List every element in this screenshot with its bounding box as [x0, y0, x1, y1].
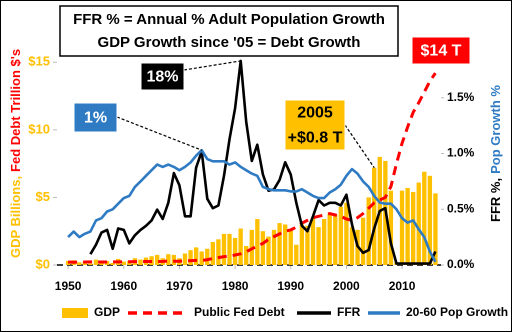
annotation-box	[284, 99, 346, 151]
bar	[232, 237, 238, 265]
bar	[227, 233, 232, 265]
x-tick-label: 1950	[55, 279, 82, 293]
line	[67, 148, 437, 263]
chart-title: FFR % = Annual % Adult Population Growth	[73, 11, 385, 28]
bar	[93, 259, 99, 265]
bar	[366, 197, 371, 265]
bar	[316, 227, 321, 265]
y-axis-title-part: Fed Debt Trillion $'s	[8, 49, 23, 172]
legend-label: 20-60 Pop Growth (%)	[406, 305, 512, 319]
bar	[77, 262, 82, 265]
legend-label: FFR	[337, 305, 361, 319]
y2-axis-title-part: Pop Growth %	[488, 85, 503, 174]
legend-label: Public Fed Debt	[194, 305, 285, 319]
y2-tick-label: 0.5%	[447, 201, 475, 215]
y2-axis-title-part: FFR %,	[488, 178, 503, 222]
bar	[433, 193, 438, 265]
y-tick-label: $10	[28, 121, 50, 136]
y-axis-title: GDP Billions, Fed Debt Trillion $'s	[8, 49, 23, 258]
y-axis-title-part: GDP Billions,	[8, 176, 23, 258]
annotation-text: +$0.8 T	[288, 130, 343, 147]
annotation-box	[140, 62, 185, 91]
bar	[210, 242, 215, 265]
bar	[299, 224, 305, 265]
bar	[416, 182, 421, 265]
bar	[182, 253, 188, 265]
bar	[360, 217, 366, 265]
annotation-box	[73, 102, 118, 133]
bar	[166, 254, 171, 265]
legend-swatch	[62, 308, 88, 318]
x-tick-label: 1990	[277, 279, 304, 293]
y-tick-label: $5	[36, 189, 50, 204]
bar	[121, 261, 126, 265]
legend-label: GDP	[94, 305, 120, 319]
annotation-arrow	[183, 60, 241, 71]
bar	[327, 213, 332, 265]
bar	[294, 244, 299, 265]
x-tick-label: 2000	[333, 279, 360, 293]
bar	[399, 190, 405, 265]
bar	[255, 219, 260, 265]
y2-tick-label: 0.0%	[447, 257, 475, 271]
chart-subtitle: GDP Growth since '05 = Debt Growth	[98, 34, 361, 51]
bar	[333, 214, 338, 265]
bar	[305, 225, 310, 265]
bar	[271, 229, 277, 265]
bar	[205, 248, 210, 265]
bar	[238, 228, 243, 265]
bar	[138, 259, 143, 265]
bar	[310, 217, 316, 265]
annotation-text: 1%	[84, 110, 107, 127]
bar	[221, 233, 227, 265]
annotation-arrow	[344, 124, 375, 169]
bar	[110, 262, 115, 265]
bar	[422, 171, 427, 265]
annotation-text: $14 T	[421, 43, 462, 60]
bar	[321, 219, 327, 265]
bar	[155, 254, 160, 265]
y-tick-label: $15	[28, 54, 50, 69]
bar	[344, 202, 349, 265]
annotation-box	[411, 36, 471, 65]
bar	[216, 239, 221, 265]
y2-axis-title: FFR %, Pop Growth %	[488, 85, 503, 222]
x-tick-label: 2010	[389, 279, 416, 293]
annotation-text: 18%	[146, 69, 178, 86]
bar	[88, 263, 93, 265]
bar	[405, 187, 410, 265]
bar	[349, 227, 355, 265]
x-tick-label: 1980	[222, 279, 249, 293]
bar	[188, 250, 193, 265]
bar	[283, 224, 288, 265]
bar	[244, 246, 249, 265]
x-tick-label: 1970	[166, 279, 193, 293]
bar	[277, 223, 282, 265]
bar	[338, 206, 343, 265]
bar	[199, 251, 204, 265]
y2-tick-label: 1.5%	[447, 90, 475, 104]
annotation-text: 2005	[297, 105, 333, 122]
bar	[193, 247, 199, 265]
bar	[266, 236, 271, 265]
y2-tick-label: 1.0%	[447, 146, 475, 160]
title-box	[59, 5, 399, 57]
dashed-line	[68, 72, 437, 264]
bar	[260, 231, 266, 265]
bar	[372, 167, 377, 265]
y-tick-label: $0	[36, 256, 50, 271]
bar	[288, 229, 293, 265]
line	[89, 59, 437, 265]
annotation-arrow	[116, 116, 202, 151]
x-tick-label: 1960	[110, 279, 137, 293]
bar	[427, 175, 433, 265]
bar	[388, 190, 394, 265]
bar	[411, 192, 416, 265]
